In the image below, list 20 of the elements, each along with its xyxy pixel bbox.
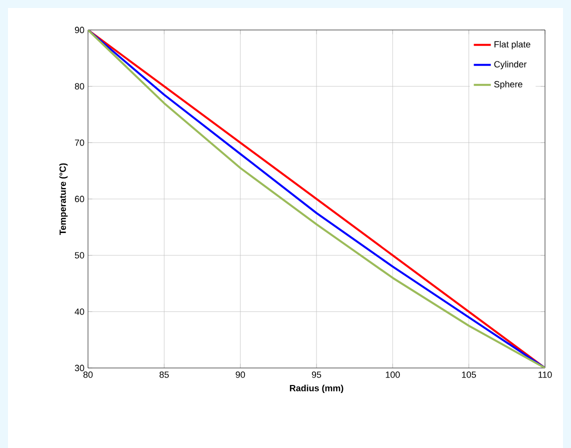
legend-label: Cylinder — [494, 60, 527, 70]
y-tick-label: 80 — [74, 83, 84, 90]
x-tick-label: 105 — [462, 372, 476, 378]
line-series — [88, 30, 546, 368]
legend-label: Flat plate — [494, 40, 530, 50]
y-tick-label: 60 — [74, 196, 84, 202]
y-tick-label: 70 — [74, 139, 84, 146]
x-tick-label: 95 — [312, 372, 322, 378]
x-tick-label: 110 — [538, 372, 552, 378]
x-tick-label: 90 — [236, 372, 245, 378]
legend-label: Sphere — [494, 80, 522, 90]
y-tick-label: 50 — [74, 252, 84, 258]
y-tick-label: 40 — [74, 308, 84, 315]
y-tick-label: 90 — [74, 26, 84, 34]
y-tick-label: 30 — [74, 364, 84, 372]
x-tick-label: 80 — [83, 372, 93, 378]
y-axis-title: Temperature (°C) — [59, 163, 68, 235]
x-tick-label: 85 — [160, 372, 169, 378]
x-axis-title: Radius (mm) — [290, 384, 344, 394]
x-tick-label: 100 — [386, 372, 400, 378]
